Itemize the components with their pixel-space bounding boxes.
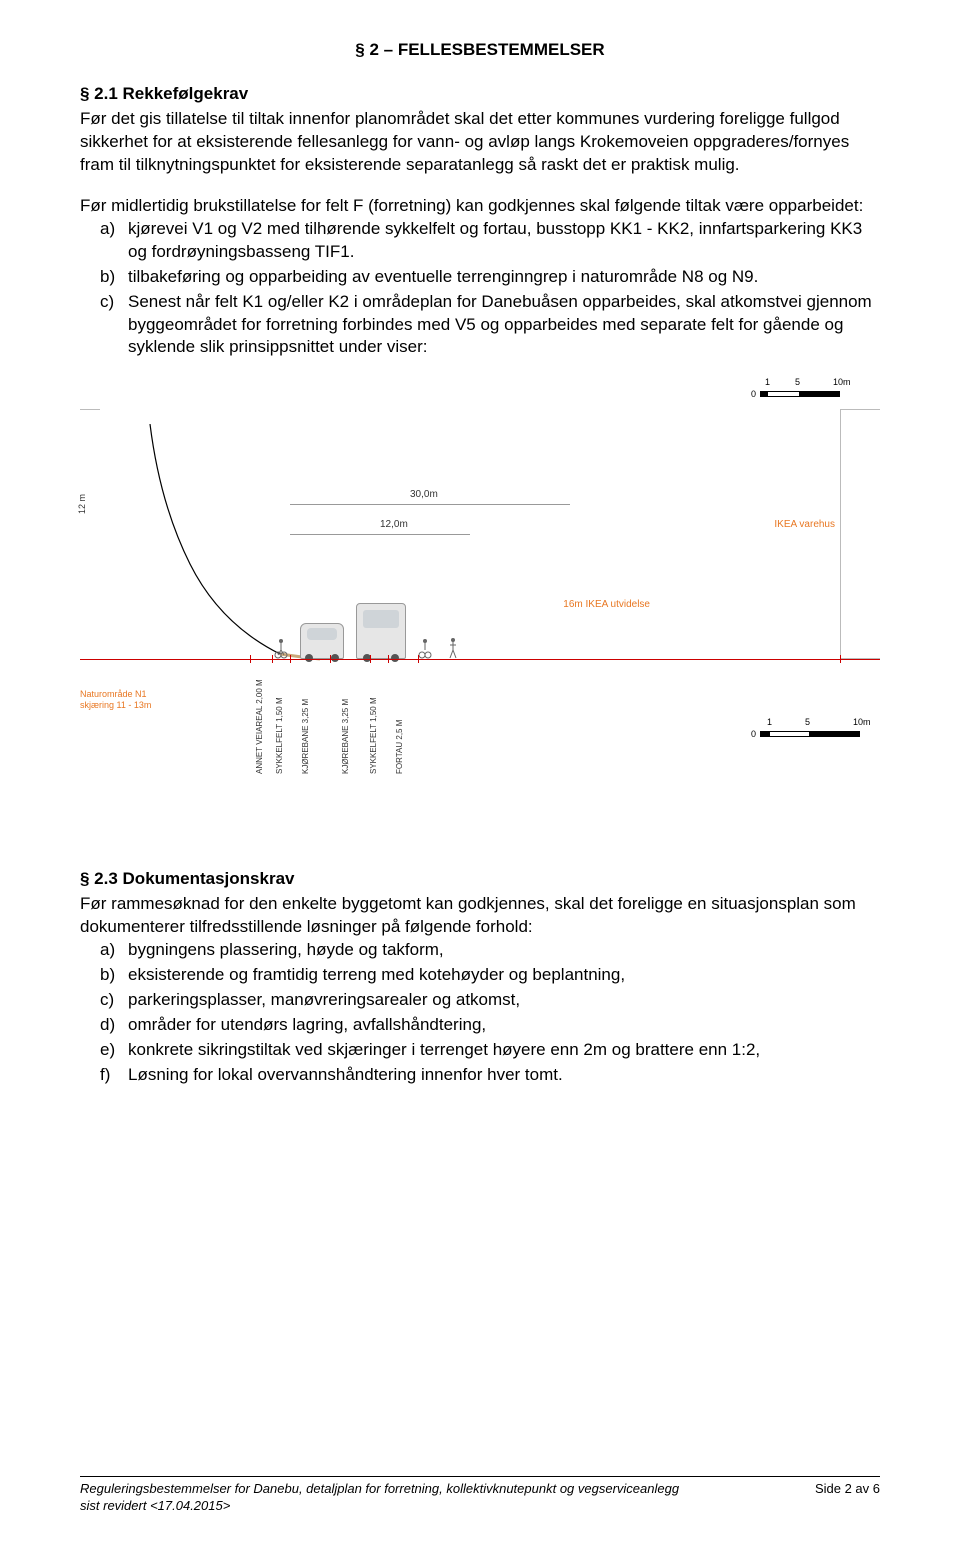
scale-tick: 5 bbox=[795, 377, 800, 387]
scale-bar-bottom: 0 1 5 10m bbox=[747, 729, 860, 739]
dim-30-label: 30,0m bbox=[410, 489, 438, 500]
list-marker: c) bbox=[100, 291, 114, 314]
para-21-1: Før det gis tillatelse til tiltak innenf… bbox=[80, 108, 880, 177]
lane-label: ANNET VEIAREAL 2,00 M bbox=[255, 680, 264, 775]
list-marker: b) bbox=[100, 964, 115, 987]
naturomrade-line1: Naturområde N1 bbox=[80, 689, 147, 699]
scale-tick: 0 bbox=[751, 729, 756, 739]
building-outline bbox=[840, 409, 880, 659]
section-21: § 2.1 Rekkefølgekrav Før det gis tillate… bbox=[80, 84, 880, 359]
car-icon bbox=[300, 623, 344, 659]
cross-section-diagram: 0 1 5 10m 12 m IKEA varehus 16m IKEA utv… bbox=[80, 389, 880, 809]
naturomrade-label: Naturområde N1 skjæring 11 - 13m bbox=[80, 689, 151, 711]
lane-label: KJØREBANE 3,25 M bbox=[341, 699, 350, 774]
road-tick bbox=[388, 655, 389, 663]
list-text: konkrete sikringstiltak ved skjæringer i… bbox=[128, 1040, 760, 1059]
list-marker: a) bbox=[100, 939, 115, 962]
scale-tick: 5 bbox=[805, 717, 810, 727]
road-tick bbox=[840, 655, 841, 663]
road-tick bbox=[290, 655, 291, 663]
list-marker: e) bbox=[100, 1039, 115, 1062]
subsection-title-23: § 2.3 Dokumentasjonskrav bbox=[80, 869, 880, 889]
lane-label: KJØREBANE 3,25 M bbox=[301, 699, 310, 774]
list-item: f)Løsning for lokal overvannshåndtering … bbox=[128, 1064, 880, 1087]
list-text: eksisterende og framtidig terreng med ko… bbox=[128, 965, 625, 984]
list-text: kjørevei V1 og V2 med tilhørende sykkelf… bbox=[128, 219, 862, 261]
left-frame bbox=[80, 409, 100, 659]
pedestrian-icon bbox=[448, 637, 458, 659]
list-marker: a) bbox=[100, 218, 115, 241]
list-item: b)eksisterende og framtidig terreng med … bbox=[128, 964, 880, 987]
list-21: a) kjørevei V1 og V2 med tilhørende sykke… bbox=[80, 218, 880, 360]
footer-page-number: Side 2 av 6 bbox=[815, 1481, 880, 1515]
scale-tick: 1 bbox=[765, 377, 770, 387]
list-item: c)parkeringsplasser, manøvreringsarealer… bbox=[128, 989, 880, 1012]
naturomrade-line2: skjæring 11 - 13m bbox=[80, 700, 151, 710]
scale-tick: 10m bbox=[853, 717, 871, 727]
road-tick bbox=[418, 655, 419, 663]
ikea-label: IKEA varehus bbox=[774, 519, 835, 530]
dim-line-30 bbox=[290, 504, 570, 505]
road-tick bbox=[272, 655, 273, 663]
list-item: a)kjørevei V1 og V2 med tilhørende sykke… bbox=[128, 218, 880, 264]
scale-tick: 10m bbox=[833, 377, 851, 387]
utvidelse-label: 16m IKEA utvidelse bbox=[563, 599, 650, 610]
lane-label: SYKKELFELT 1,50 M bbox=[275, 698, 284, 775]
list-marker: b) bbox=[100, 266, 115, 289]
road-tick bbox=[330, 655, 331, 663]
road-cross-section bbox=[260, 569, 520, 659]
list-item: a)bygningens plassering, høyde og takfor… bbox=[128, 939, 880, 962]
list-item: e)konkrete sikringstiltak ved skjæringer… bbox=[128, 1039, 880, 1062]
footer-left: Reguleringsbestemmelser for Danebu, deta… bbox=[80, 1481, 700, 1515]
list-text: Senest når felt K1 og/eller K2 i områdep… bbox=[128, 292, 872, 357]
list-item: c)Senest når felt K1 og/eller K2 i områd… bbox=[128, 291, 880, 360]
lane-label: SYKKELFELT 1,50 M bbox=[369, 698, 378, 775]
list-text: områder for utendørs lagring, avfallshån… bbox=[128, 1015, 486, 1034]
scale-bar-top: 0 1 5 10m bbox=[747, 389, 840, 399]
cyclist-icon bbox=[418, 637, 432, 659]
road-tick bbox=[250, 655, 251, 663]
para-23-intro: Før rammesøknad for den enkelte byggetom… bbox=[80, 893, 880, 939]
list-item: b)tilbakeføring og opparbeiding av event… bbox=[128, 266, 880, 289]
scale-tick: 0 bbox=[751, 389, 756, 399]
lane-label: FORTAU 2,5 M bbox=[395, 720, 404, 774]
list-marker: d) bbox=[100, 1014, 115, 1037]
list-23: a) bygningens plassering, høyde og takfor… bbox=[80, 939, 880, 1087]
cyclist-icon bbox=[274, 637, 288, 659]
list-text: tilbakeføring og opparbeiding av eventue… bbox=[128, 267, 758, 286]
list-text: bygningens plassering, høyde og takform, bbox=[128, 940, 444, 959]
para-21-2-intro: Før midlertidig brukstillatelse for felt… bbox=[80, 195, 880, 218]
list-text: parkeringsplasser, manøvreringsarealer o… bbox=[128, 990, 520, 1009]
left-dimension: 12 m bbox=[77, 494, 87, 514]
subsection-title-21: § 2.1 Rekkefølgekrav bbox=[80, 84, 880, 104]
van-icon bbox=[356, 603, 406, 659]
road-baseline bbox=[80, 659, 880, 660]
road-tick bbox=[370, 655, 371, 663]
list-marker: c) bbox=[100, 989, 114, 1012]
list-marker: f) bbox=[100, 1064, 110, 1087]
list-item: d)områder for utendørs lagring, avfallsh… bbox=[128, 1014, 880, 1037]
list-text: Løsning for lokal overvannshåndtering in… bbox=[128, 1065, 563, 1084]
section-23: § 2.3 Dokumentasjonskrav Før rammesøknad… bbox=[80, 869, 880, 1087]
page-footer: Reguleringsbestemmelser for Danebu, deta… bbox=[80, 1476, 880, 1515]
section-title: § 2 – FELLESBESTEMMELSER bbox=[80, 40, 880, 60]
scale-tick: 1 bbox=[767, 717, 772, 727]
dim-12-label: 12,0m bbox=[380, 519, 408, 530]
